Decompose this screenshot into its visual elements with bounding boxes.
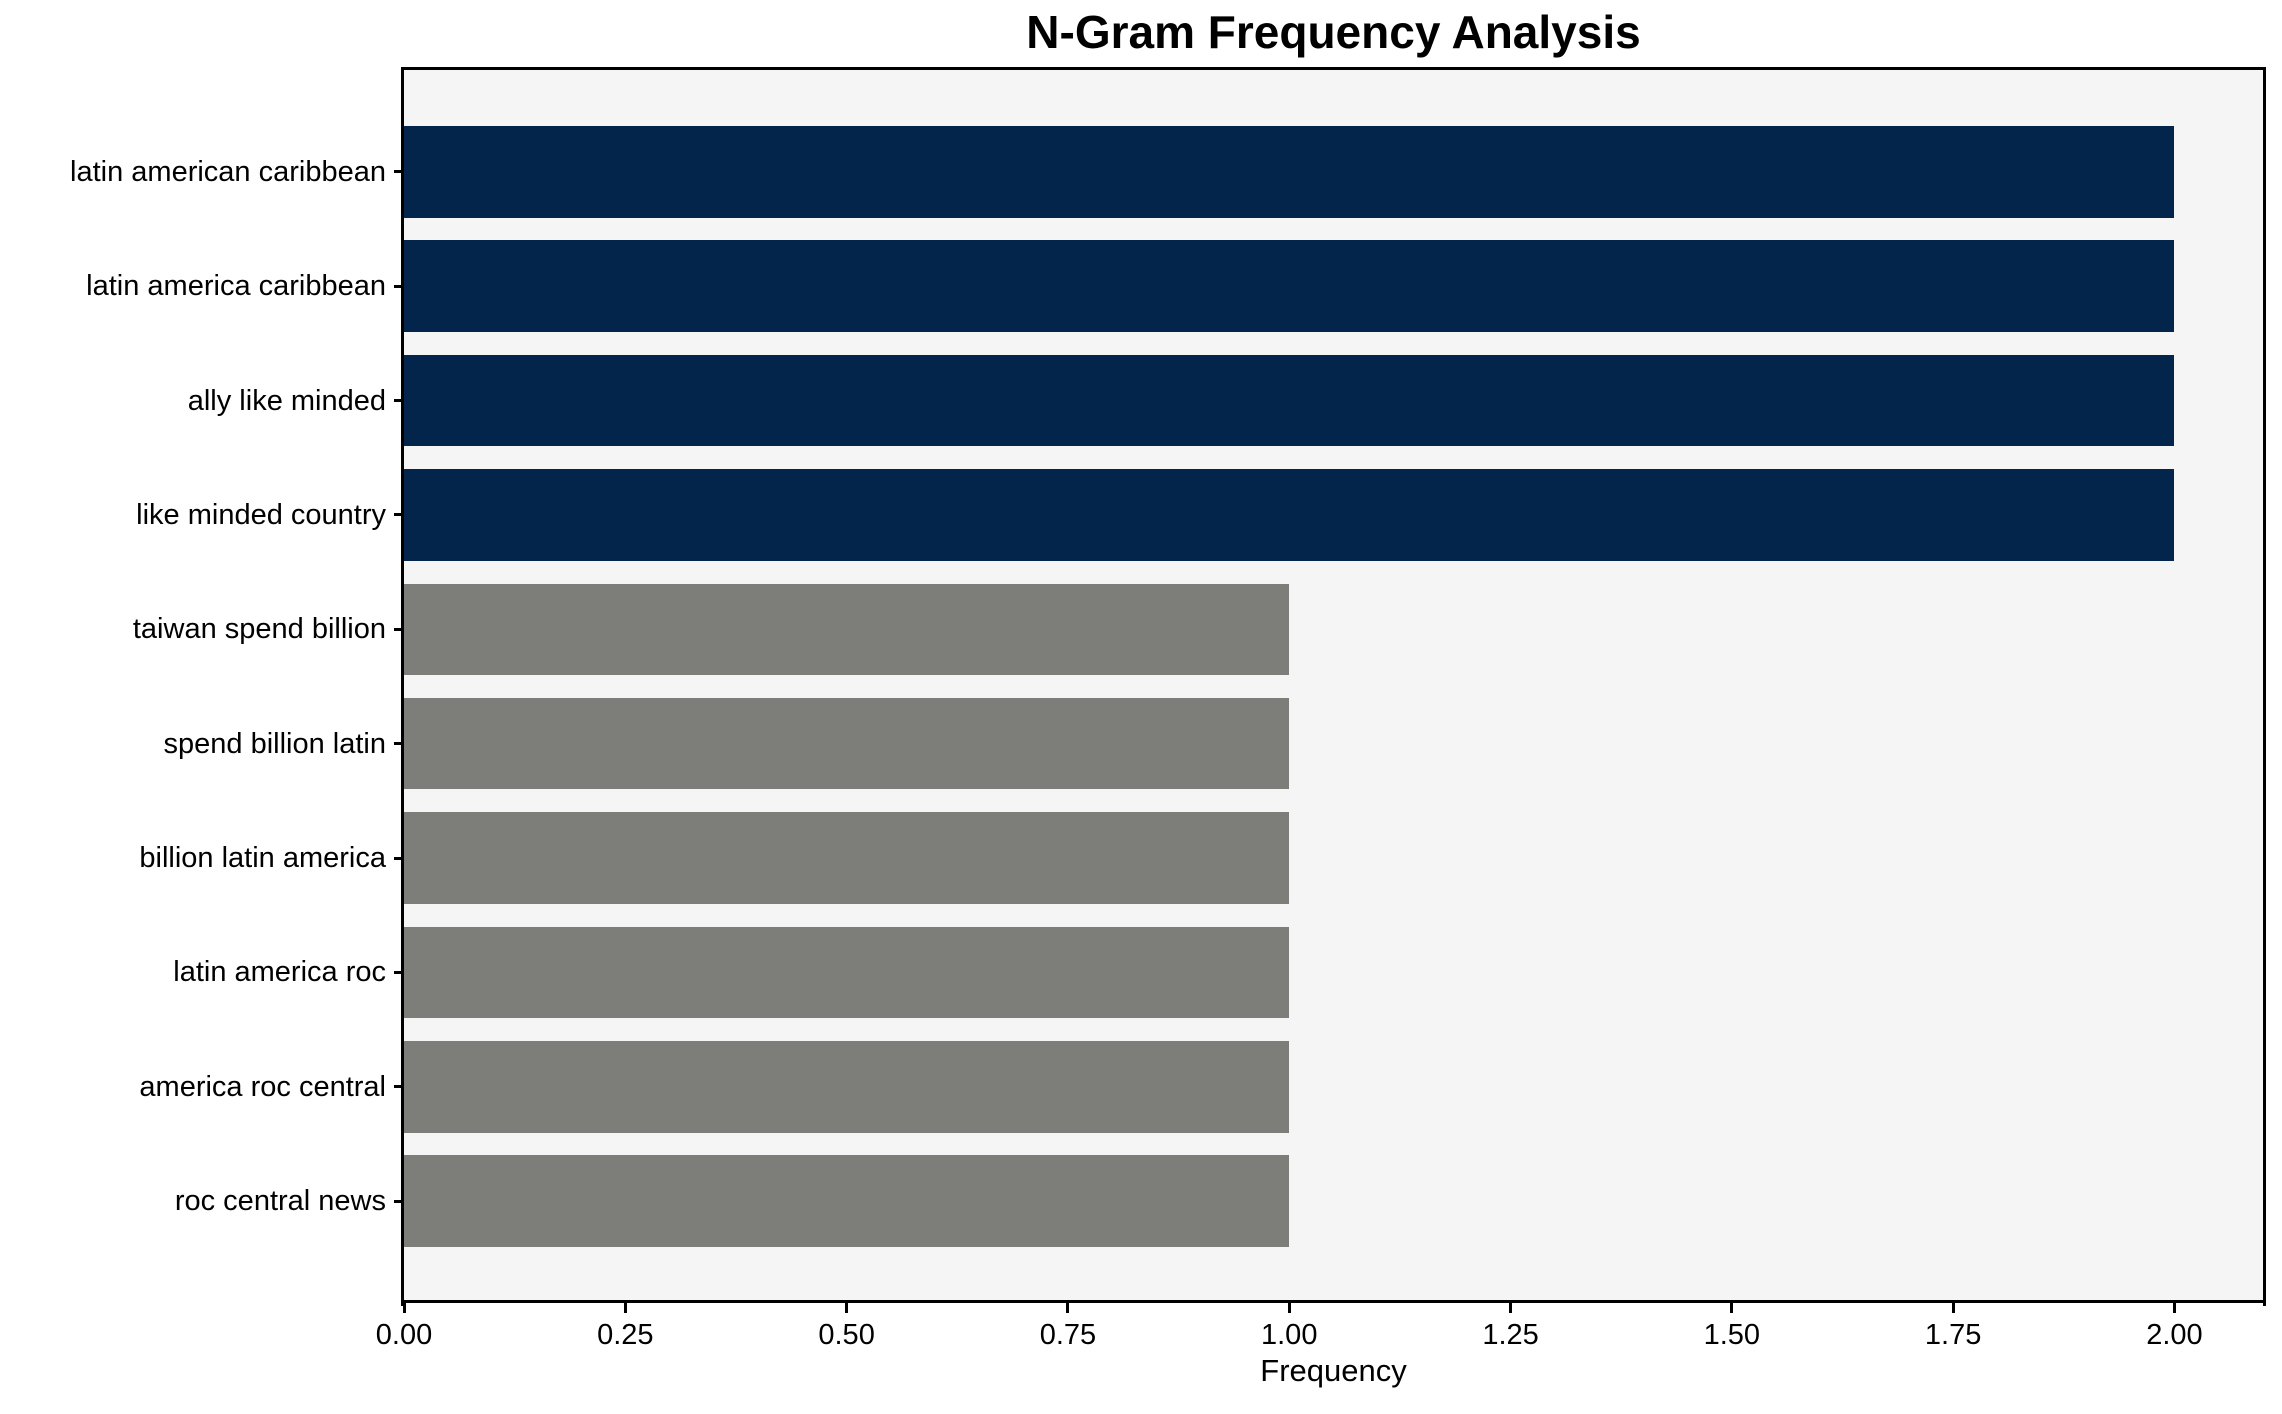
- y-tick-label: billion latin america: [139, 842, 386, 875]
- bar: [404, 1041, 1290, 1133]
- x-tick-mark: [1066, 1303, 1070, 1313]
- y-tick-label: latin america roc: [173, 956, 386, 989]
- x-tick-mark: [402, 1303, 406, 1313]
- axis-spine-left: [401, 67, 404, 1306]
- x-tick-label: 0.25: [597, 1319, 654, 1351]
- y-tick-label: latin america caribbean: [86, 270, 386, 303]
- y-tick-label: roc central news: [174, 1185, 386, 1218]
- x-tick-label: 1.50: [1703, 1319, 1761, 1351]
- x-tick-mark: [845, 1303, 849, 1313]
- y-tick-label: spend billion latin: [163, 727, 386, 760]
- y-tick-mark: [394, 513, 404, 517]
- bar: [404, 469, 2175, 561]
- x-tick-mark: [1509, 1303, 1513, 1313]
- bar: [404, 126, 2175, 218]
- y-tick-mark: [394, 1085, 404, 1089]
- bar: [404, 240, 2175, 332]
- y-tick-mark: [394, 170, 404, 174]
- y-tick-mark: [394, 399, 404, 403]
- bar: [404, 697, 1290, 790]
- bar: [404, 583, 1290, 676]
- x-tick-mark: [2172, 1303, 2176, 1313]
- x-tick-mark: [623, 1303, 627, 1313]
- x-tick-mark: [1287, 1303, 1291, 1313]
- x-tick-mark: [1951, 1303, 1955, 1313]
- x-tick-label: 0.50: [818, 1319, 875, 1351]
- bar: [404, 926, 1290, 1019]
- x-tick-label: 1.00: [1261, 1319, 1318, 1351]
- x-tick-label: 0.75: [1039, 1319, 1097, 1351]
- x-tick-label: 1.25: [1482, 1319, 1539, 1351]
- x-axis-title: Frequency: [1260, 1353, 1407, 1388]
- y-tick-mark: [394, 284, 404, 288]
- bar: [404, 354, 2175, 447]
- x-tick-label: 0.00: [375, 1319, 433, 1351]
- y-tick-mark: [394, 970, 404, 974]
- y-tick-label: like minded country: [136, 498, 386, 531]
- bar: [404, 812, 1290, 904]
- x-tick-label: 2.00: [2146, 1319, 2203, 1351]
- chart-title: N-Gram Frequency Analysis: [1026, 6, 1641, 58]
- axis-spine-right: [2263, 67, 2266, 1306]
- bar: [404, 1155, 1290, 1247]
- y-tick-mark: [394, 742, 404, 746]
- axis-spine-top: [401, 67, 2266, 70]
- y-tick-mark: [394, 1199, 404, 1203]
- y-tick-label: taiwan spend billion: [132, 613, 386, 646]
- y-tick-label: latin american caribbean: [70, 155, 386, 188]
- x-tick-label: 1.75: [1924, 1319, 1982, 1351]
- axis-spine-bottom: [401, 1300, 2266, 1303]
- y-tick-label: america roc central: [139, 1070, 386, 1103]
- x-tick-mark: [1730, 1303, 1734, 1313]
- y-tick-label: ally like minded: [187, 384, 386, 417]
- y-tick-mark: [394, 856, 404, 860]
- y-tick-mark: [394, 627, 404, 631]
